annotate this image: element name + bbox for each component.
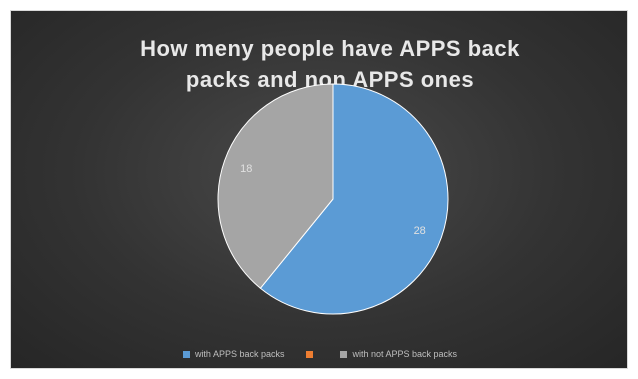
chart-area: How meny people have APPS back packs and… [10,10,628,369]
pie-data-label-2: 18 [240,163,252,175]
legend-label-2: with not APPS back packs [352,349,458,359]
legend-swatch-0 [182,350,190,358]
pie-data-label-0: 28 [414,225,426,237]
chart-title-line-1: How meny people have APPS back [140,36,520,61]
legend-label-0: with APPS back packs [194,349,285,359]
legend-swatch-1 [306,350,314,358]
pie-slice-2 [217,83,334,289]
pie-data-labels: 28 18 [240,163,426,237]
legend-swatch-2 [340,350,348,358]
legend-item-2: with not APPS back packs [340,349,457,359]
pie-slice-0 [259,83,449,315]
legend-item-0: with APPS back packs [182,349,285,359]
pie-chart: 28 18 [217,83,449,315]
chart-legend: with APPS back packs with not APPS back p… [11,349,629,359]
legend-item-1 [306,349,318,359]
chart-title: How meny people have APPS back packs and… [71,33,589,95]
pie-slices [217,83,449,315]
